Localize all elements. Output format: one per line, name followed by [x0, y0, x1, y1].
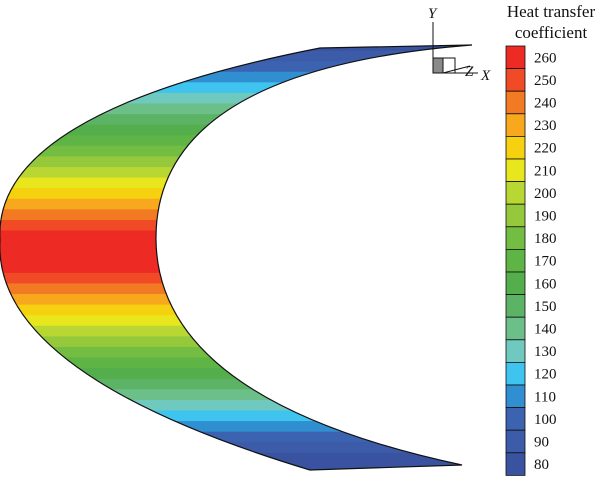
blade-band	[0, 177, 472, 189]
legend-label: 90	[534, 435, 549, 451]
blade-contour	[0, 44, 473, 471]
blade-band	[0, 219, 472, 232]
z-axis-line	[442, 65, 471, 74]
blade-band	[0, 368, 472, 380]
legend-swatch	[505, 181, 526, 205]
blade-band	[0, 61, 472, 73]
blade-band	[0, 272, 472, 285]
blade-band	[0, 251, 472, 263]
blade-band	[0, 421, 472, 433]
legend-label: 200	[534, 186, 557, 202]
legend-label: 150	[534, 299, 557, 315]
blade-band	[0, 389, 472, 401]
legend-label: 260	[534, 50, 557, 66]
legend-swatch	[505, 248, 526, 273]
legend-swatch	[505, 339, 526, 363]
legend-swatch	[505, 135, 526, 160]
legend-label: 100	[534, 412, 557, 428]
blade-band	[0, 188, 472, 200]
blade-band	[0, 156, 472, 168]
axis-triad: Y Z X	[428, 6, 491, 84]
z-axis-label: Z	[465, 64, 474, 80]
blade-band	[0, 294, 472, 306]
blade-outline	[0, 44, 473, 471]
legend-swatch	[505, 429, 526, 454]
legend-swatch	[505, 158, 526, 183]
blade-band	[0, 410, 472, 422]
blade-band	[0, 431, 472, 443]
legend-label: 120	[534, 367, 557, 383]
blade-band	[0, 114, 472, 126]
legend-label: 130	[534, 344, 557, 360]
blade-band	[0, 325, 472, 337]
legend-swatch	[505, 226, 526, 250]
legend-label: 230	[534, 118, 557, 134]
blade-band	[0, 45, 472, 52]
blade-band	[0, 399, 472, 412]
legend-swatch	[505, 68, 526, 92]
legend-swatches	[505, 45, 526, 476]
blade-band	[0, 262, 472, 274]
legend-label: 240	[534, 96, 557, 112]
y-axis-label: Y	[428, 6, 438, 22]
blade-band	[0, 463, 472, 470]
legend-swatch	[505, 384, 526, 409]
blade-band	[0, 198, 472, 210]
blade-band	[0, 209, 472, 221]
legend-swatch	[505, 271, 526, 296]
legend-label: 220	[534, 141, 557, 157]
blade-band	[0, 167, 472, 179]
blade-band	[0, 378, 472, 390]
legend-label: 160	[534, 276, 557, 292]
blade-band	[0, 241, 472, 253]
legend-swatch	[505, 90, 526, 115]
blade-band	[0, 315, 472, 327]
legend-labels: 260 250 240 230 220 210 200 190 180 170 160 150 140 1…	[534, 50, 557, 473]
legend-swatch	[505, 45, 526, 70]
blade-band	[0, 230, 472, 242]
legend-label: 180	[534, 231, 557, 247]
blade-band	[0, 82, 472, 94]
legend-label: 80	[534, 457, 549, 473]
blade-band	[0, 71, 472, 83]
x-axis-label: X	[480, 68, 491, 84]
legend-label: 190	[534, 209, 557, 225]
triad-box-shade	[432, 57, 444, 74]
blade-band	[0, 145, 472, 158]
blade-band	[0, 135, 472, 147]
legend-label: 250	[534, 73, 557, 89]
blade-band	[0, 336, 472, 348]
legend-title-line-1: Heat transfer	[507, 2, 596, 21]
legend-label: 110	[534, 389, 556, 405]
blade-band	[0, 103, 472, 115]
legend-label: 140	[534, 322, 557, 338]
legend-label: 170	[534, 254, 557, 270]
legend-swatch	[505, 294, 526, 318]
blade-bands	[0, 45, 472, 470]
legend-label: 210	[534, 163, 557, 179]
blade-band	[0, 452, 472, 465]
legend-title-line-2: coefficient	[515, 23, 588, 42]
blade-band	[0, 304, 472, 316]
legend-swatch	[505, 361, 526, 386]
legend-swatch	[505, 316, 526, 341]
color-legend: Heat transfer coefficient 260 250 240 230 22…	[505, 2, 596, 476]
blade-band	[0, 92, 472, 105]
legend-swatch	[505, 203, 526, 228]
legend-swatch	[505, 452, 526, 476]
blade-band	[0, 346, 472, 359]
legend-swatch	[505, 407, 526, 431]
legend-swatch	[505, 113, 526, 137]
blade-band	[0, 283, 472, 295]
